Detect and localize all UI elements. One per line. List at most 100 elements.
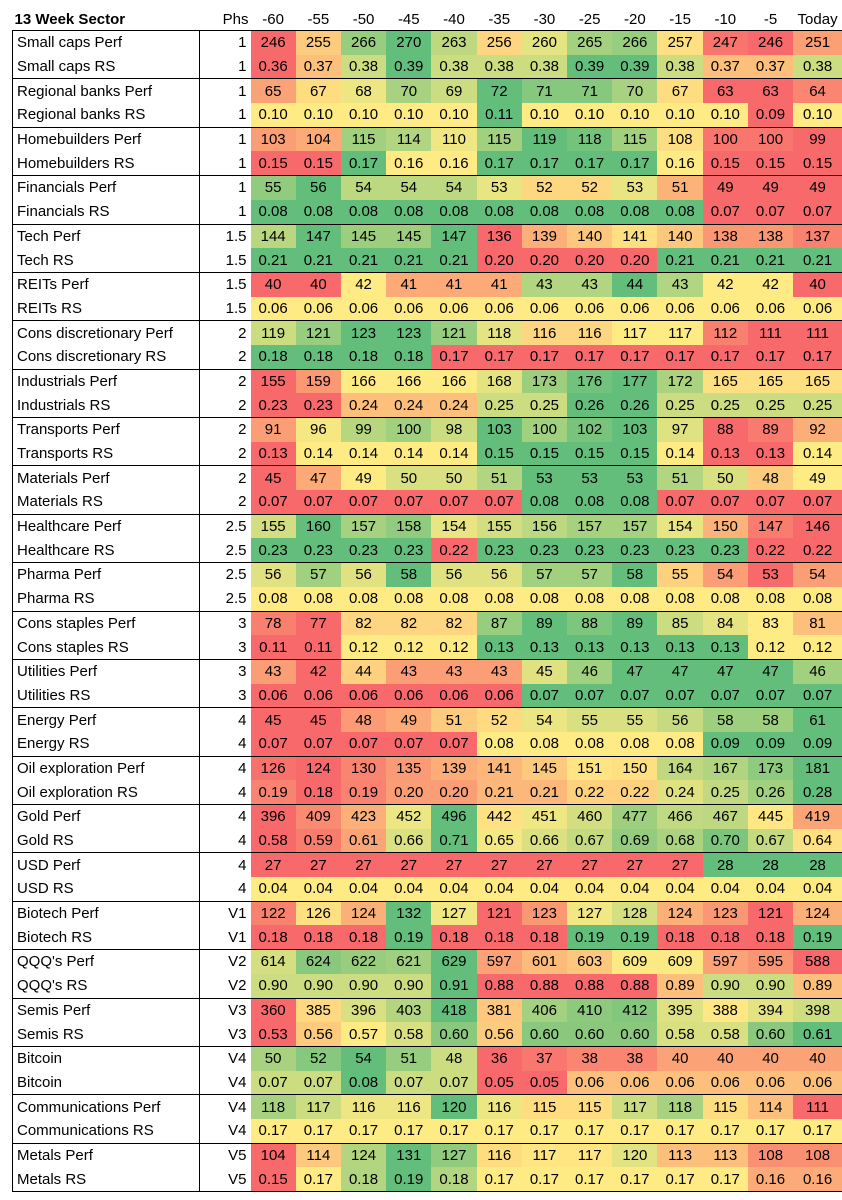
row-label: Small caps RS xyxy=(12,54,200,79)
value-cell: 54 xyxy=(431,175,477,200)
row-label: Financials RS xyxy=(12,199,200,224)
row-label: Bitcoin xyxy=(12,1070,200,1095)
value-cell: 42 xyxy=(702,271,748,297)
value-cell: 0.17 xyxy=(476,151,522,176)
value-cell: 0.18 xyxy=(340,344,387,370)
value-cell: 114 xyxy=(386,126,432,152)
phase-cell: V3 xyxy=(228,1025,247,1043)
value-cell: 77 xyxy=(295,610,341,636)
value-cell: 0.08 xyxy=(431,199,477,224)
value-cell: 0.06 xyxy=(386,683,432,708)
value-cell: 0.09 xyxy=(747,731,794,757)
phase-cell: V4 xyxy=(199,1094,251,1119)
row-label: Energy Perf xyxy=(12,707,200,732)
value-cell: 102 xyxy=(567,416,613,442)
value-cell: 0.90 xyxy=(250,973,296,998)
value-cell: 0.14 xyxy=(431,441,477,466)
table-row: Semis Perf V3 360 385 396 403 418 381 406 410 412 3… xyxy=(12,997,842,1023)
value-cell: 89 xyxy=(612,610,658,636)
value-cell: 145 xyxy=(386,223,432,249)
value-cell: 56 xyxy=(340,562,387,587)
value-cell: 0.20 xyxy=(521,248,568,273)
phase-cell: 4 xyxy=(238,832,247,850)
value-cell: 256 xyxy=(476,29,522,55)
value-cell: 0.69 xyxy=(612,828,658,853)
value-cell: 622 xyxy=(340,949,387,974)
value-cell: 0.07 xyxy=(250,731,296,757)
value-cell: 0.17 xyxy=(295,1118,341,1144)
value-cell: 0.17 xyxy=(567,344,613,370)
value-cell: 154 xyxy=(657,513,703,539)
column-header: -15 xyxy=(669,10,691,28)
value-cell: 99 xyxy=(340,416,387,442)
value-cell: 128 xyxy=(612,900,658,926)
value-cell: 0.25 xyxy=(657,393,703,418)
table-row: Homebuilders RS 1 0.15 0.15 0.17 0.16 0.16 0.17… xyxy=(12,151,842,176)
value-cell: 114 xyxy=(295,1142,341,1168)
value-cell: 0.06 xyxy=(431,296,477,321)
value-cell: 115 xyxy=(476,126,522,152)
value-cell: 154 xyxy=(431,513,477,539)
value-cell: 165 xyxy=(747,368,794,394)
value-cell: 0.21 xyxy=(476,780,522,805)
value-cell: 257 xyxy=(657,29,703,55)
row-label: Healthcare Perf xyxy=(12,513,200,539)
row-label: Energy RS xyxy=(12,731,200,757)
value-cell: 0.08 xyxy=(476,199,522,224)
value-cell: 145 xyxy=(340,223,387,249)
value-cell: 0.16 xyxy=(431,151,477,176)
value-cell: 0.38 xyxy=(657,54,703,79)
value-cell: 84 xyxy=(702,610,748,636)
value-cell: 0.23 xyxy=(567,538,613,563)
value-cell: 114 xyxy=(747,1094,794,1119)
value-cell: 0.19 xyxy=(612,925,658,950)
value-cell: 0.08 xyxy=(657,731,703,757)
value-cell: 150 xyxy=(702,513,748,539)
column-header: -35 xyxy=(488,10,511,28)
phase-cell: V1 xyxy=(199,900,251,926)
value-cell: 418 xyxy=(431,997,477,1023)
value-cell: 0.23 xyxy=(702,538,748,563)
value-cell: 116 xyxy=(476,1142,522,1168)
value-cell: 0.08 xyxy=(340,586,387,611)
value-cell: 55 xyxy=(612,707,658,732)
value-cell: 629 xyxy=(431,949,477,974)
value-cell: 0.04 xyxy=(612,877,658,902)
value-cell: 0.08 xyxy=(747,586,794,611)
value-cell: 123 xyxy=(386,320,432,345)
value-cell: 0.21 xyxy=(386,248,432,273)
value-cell: 138 xyxy=(702,223,748,249)
column-header: -20 xyxy=(624,10,646,28)
value-cell: 597 xyxy=(476,949,522,974)
value-cell: 0.06 xyxy=(702,296,748,321)
value-cell: 0.07 xyxy=(612,683,658,708)
row-label: REITs Perf xyxy=(12,271,200,297)
value-cell: 100 xyxy=(386,416,432,442)
value-cell: 0.10 xyxy=(295,103,341,128)
value-cell: 0.17 xyxy=(431,1118,477,1144)
value-cell: 0.60 xyxy=(431,1022,477,1047)
phase-cell: 3 xyxy=(199,610,251,636)
value-cell: 0.19 xyxy=(793,925,842,950)
value-cell: 409 xyxy=(295,803,341,829)
value-cell: 51 xyxy=(657,175,703,200)
table-row: Bitcoin V4 50 52 54 51 48 36 37 38 38 40 40 40 40 xyxy=(12,1045,842,1071)
table-row: Pharma Perf 2.5 56 57 56 58 56 56 57 57 58 55 54 53 54 xyxy=(12,562,842,587)
value-cell: 0.28 xyxy=(793,780,842,805)
value-cell: 0.22 xyxy=(431,538,477,563)
value-cell: 43 xyxy=(567,271,613,297)
value-cell: 121 xyxy=(747,900,794,926)
value-cell: 120 xyxy=(431,1094,477,1119)
value-cell: 54 xyxy=(521,707,568,732)
value-cell: 110 xyxy=(431,126,477,152)
value-cell: 403 xyxy=(386,997,432,1023)
value-cell: 0.07 xyxy=(793,199,842,224)
value-cell: 141 xyxy=(612,223,658,249)
row-label: Homebuilders RS xyxy=(12,151,200,176)
value-cell: 166 xyxy=(340,368,387,394)
value-cell: 145 xyxy=(521,755,568,781)
value-cell: 103 xyxy=(612,416,658,442)
row-label: Biotech Perf xyxy=(12,900,200,926)
value-cell: 0.18 xyxy=(250,925,296,950)
row-label: Utilities Perf xyxy=(12,658,200,684)
